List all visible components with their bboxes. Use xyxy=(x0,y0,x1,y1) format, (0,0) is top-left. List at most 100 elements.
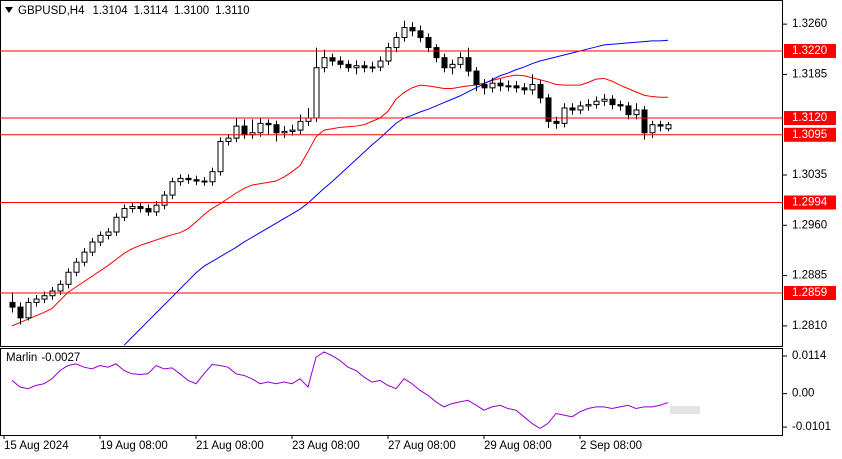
y-tick-label: 1.3260 xyxy=(792,18,827,30)
candle-body xyxy=(225,137,232,142)
candle-body xyxy=(457,57,464,65)
candle-body xyxy=(177,177,184,183)
candle-body xyxy=(9,301,16,308)
candle-body xyxy=(153,204,160,213)
candle-body xyxy=(105,231,112,236)
candle-body xyxy=(425,37,432,49)
candle-body xyxy=(649,124,656,134)
candle-body xyxy=(481,83,488,89)
candle-body xyxy=(625,105,632,116)
x-tick-label: 15 Aug 2024 xyxy=(4,440,69,452)
candle-body xyxy=(569,107,576,111)
y-tick-label: 1.2960 xyxy=(792,219,827,231)
candle-body xyxy=(545,97,552,122)
candle-body xyxy=(121,208,128,218)
level-label: 1.2859 xyxy=(792,287,827,299)
price-panel-frame xyxy=(0,0,783,347)
candle-body xyxy=(33,298,40,303)
level-label-box xyxy=(784,195,836,210)
menu-arrow[interactable] xyxy=(5,7,13,13)
level-label-box xyxy=(784,43,836,58)
candle-body xyxy=(305,117,312,122)
header-value: 1.3114 xyxy=(134,5,169,17)
x-tick-label: 2 Sep 08:00 xyxy=(580,440,642,452)
level-label: 1.3120 xyxy=(792,112,827,124)
y-tick-label: 1.3035 xyxy=(792,169,827,181)
indicator-line xyxy=(11,351,669,429)
header-value: 1.3110 xyxy=(215,5,249,17)
candle-body xyxy=(465,57,472,72)
candle-body xyxy=(25,301,32,319)
symbol-label: GBPUSD,H4 xyxy=(18,5,85,17)
candle-body xyxy=(489,82,496,89)
candle-body xyxy=(281,130,288,134)
candle-body xyxy=(129,206,136,210)
candle-body xyxy=(537,83,544,99)
candle-body xyxy=(57,283,64,292)
candle-body xyxy=(113,216,120,233)
candle-body xyxy=(657,124,664,127)
level-label-box xyxy=(784,127,836,142)
candle-body xyxy=(169,181,176,196)
x-tick-label: 29 Aug 08:00 xyxy=(484,440,552,452)
candle-body xyxy=(433,47,440,59)
candle-body xyxy=(161,194,168,206)
candle-body xyxy=(193,179,200,182)
header-value: 1.3100 xyxy=(174,5,209,17)
candle-body xyxy=(577,105,584,111)
candle-body xyxy=(601,98,608,102)
indicator-tick-label: 0.0114 xyxy=(792,350,827,362)
candle-body xyxy=(617,104,624,107)
candle-body xyxy=(409,26,416,32)
indicator-name: Marlin xyxy=(6,352,37,364)
candle-body xyxy=(337,60,344,65)
candle-body xyxy=(561,107,568,124)
candle-body xyxy=(369,66,376,69)
candle-body xyxy=(473,70,480,85)
y-tick-label: 1.2810 xyxy=(792,320,827,332)
candle-body xyxy=(401,26,408,39)
header-value: 1.3104 xyxy=(92,5,128,17)
candle-body xyxy=(137,206,144,210)
indicator-ghost xyxy=(670,406,700,414)
candle-body xyxy=(217,140,224,173)
candle-body xyxy=(241,125,248,136)
candle-body xyxy=(201,180,208,183)
candle-body xyxy=(289,129,296,132)
candle-body xyxy=(313,67,320,119)
candle-body xyxy=(145,208,152,213)
candle-body xyxy=(449,63,456,69)
candle-body xyxy=(497,82,504,87)
candle-body xyxy=(321,57,328,69)
candle-body xyxy=(273,124,280,134)
candle-body xyxy=(521,87,528,91)
indicator-panel-frame xyxy=(0,348,783,436)
candle-body xyxy=(65,271,72,285)
candle-body xyxy=(233,125,240,139)
candle-body xyxy=(609,98,616,106)
candle-body xyxy=(345,63,352,69)
candle-body xyxy=(393,37,400,49)
candle-body xyxy=(41,295,48,300)
candle-body xyxy=(209,171,216,183)
candle-body xyxy=(353,65,360,69)
y-tick-label: 1.3185 xyxy=(792,68,827,80)
candle-body xyxy=(257,122,264,134)
candle-body xyxy=(385,47,392,62)
candle-body xyxy=(529,83,536,91)
candle-body xyxy=(585,104,592,107)
level-label: 1.2994 xyxy=(792,197,828,209)
indicator-tick-label: 0.00 xyxy=(792,388,814,400)
candle-body xyxy=(665,124,672,130)
x-tick-label: 23 Aug 08:00 xyxy=(292,440,360,452)
level-label: 1.3220 xyxy=(792,45,827,57)
level-label-box xyxy=(784,286,836,301)
level-label-box xyxy=(784,111,836,126)
x-tick-label: 27 Aug 08:00 xyxy=(388,440,456,452)
indicator-value: -0.0027 xyxy=(41,352,80,364)
candle-body xyxy=(441,57,448,69)
candle-body xyxy=(513,85,520,89)
